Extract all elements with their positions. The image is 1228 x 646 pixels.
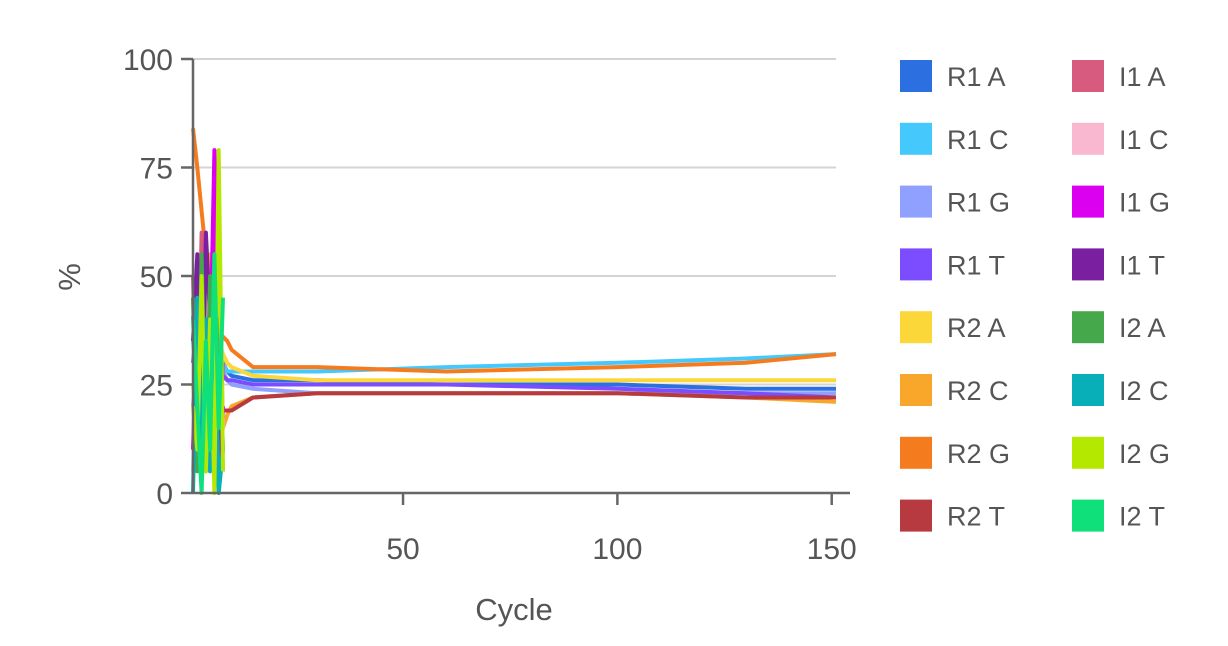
legend-item: I1 C — [1072, 122, 1169, 155]
x-tick-label: 50 — [386, 533, 419, 566]
legend-swatch — [1072, 248, 1104, 281]
y-axis-ticks: 0 25 50 75 100 — [123, 44, 193, 511]
legend-swatch — [1072, 185, 1104, 218]
y-tick-label: 25 — [140, 370, 173, 403]
legend-item: I1 T — [1072, 248, 1165, 281]
legend-item: I1 A — [1072, 60, 1166, 92]
legend-label: R2 T — [947, 502, 1005, 532]
legend-swatch — [900, 185, 932, 218]
legend-item: R2 G — [900, 436, 1010, 469]
legend-label: I2 C — [1119, 376, 1169, 406]
legend-label: I1 A — [1119, 62, 1166, 92]
legend-label: I1 G — [1119, 188, 1170, 218]
legend-label: I1 T — [1119, 250, 1165, 280]
legend-label: R2 G — [947, 439, 1010, 469]
x-tick-label: 100 — [592, 533, 642, 566]
series-layer — [191, 128, 837, 495]
legend-label: I2 T — [1119, 502, 1165, 532]
legend-label: R1 C — [947, 125, 1009, 155]
legend-swatch — [900, 499, 932, 532]
y-tick-label: 100 — [123, 44, 173, 77]
legend-swatch — [900, 60, 932, 92]
legend-swatch — [900, 374, 932, 406]
legend-item: R2 T — [900, 499, 1005, 532]
legend: R1 A R1 C R1 G R1 T R2 A R2 C R2 G R2 T I1 A I1 C… — [900, 60, 1170, 532]
y-tick-label: 50 — [140, 261, 173, 294]
legend-label: I2 G — [1119, 439, 1170, 469]
legend-label: R1 G — [947, 188, 1010, 218]
y-axis-title: % — [52, 263, 87, 291]
legend-label: R1 T — [947, 250, 1005, 280]
x-tick-label: 150 — [807, 533, 857, 566]
legend-swatch — [1072, 436, 1104, 469]
legend-item: R1 C — [900, 122, 1009, 155]
x-axis-ticks: 50 100 150 — [386, 493, 857, 566]
legend-item: I2 A — [1072, 311, 1166, 344]
legend-label: R2 C — [947, 376, 1009, 406]
legend-item: I2 G — [1072, 436, 1170, 469]
legend-item: R1 G — [900, 185, 1010, 218]
gridlines — [193, 58, 836, 386]
legend-label: R2 A — [947, 313, 1006, 343]
legend-swatch — [1072, 499, 1104, 532]
legend-item: R2 C — [900, 374, 1009, 406]
legend-swatch — [900, 436, 932, 469]
legend-swatch — [900, 122, 932, 155]
legend-item: R2 A — [900, 311, 1006, 344]
legend-item: R1 T — [900, 248, 1005, 281]
legend-label: R1 A — [947, 62, 1006, 92]
legend-swatch — [1072, 374, 1104, 406]
x-axis-title: Cycle — [475, 592, 553, 627]
y-tick-label: 75 — [140, 153, 173, 186]
series-line-r2-g — [191, 128, 837, 374]
series-line-r2-c — [191, 204, 837, 452]
legend-swatch — [1072, 60, 1104, 92]
legend-item: I2 T — [1072, 499, 1165, 532]
legend-swatch — [1072, 311, 1104, 344]
legend-item: I2 C — [1072, 374, 1169, 406]
legend-swatch — [900, 248, 932, 281]
legend-label: I1 C — [1119, 125, 1169, 155]
legend-swatch — [900, 311, 932, 344]
series-line-i2-t — [191, 252, 225, 495]
y-tick-label: 0 — [156, 478, 173, 511]
legend-label: I2 A — [1119, 313, 1166, 343]
legend-item: R1 A — [900, 60, 1006, 92]
legend-item: I1 G — [1072, 185, 1170, 218]
legend-swatch — [1072, 122, 1104, 155]
